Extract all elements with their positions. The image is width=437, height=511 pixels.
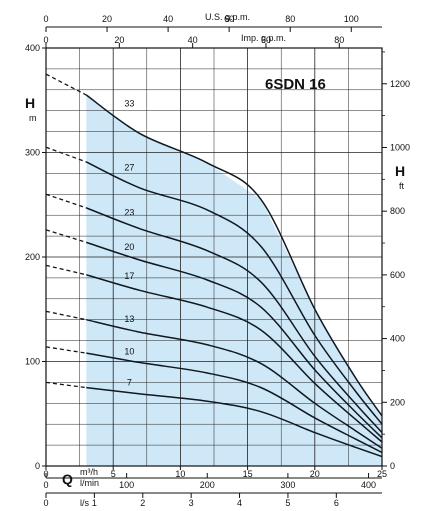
- imp-gpm-axis-label: Imp. g.p.m.: [241, 33, 286, 43]
- ls-tick-label: 6: [334, 498, 339, 508]
- curve-label-27: 27: [124, 162, 134, 172]
- curve-dashed-17: [45, 264, 87, 276]
- curve-label-20: 20: [124, 242, 134, 252]
- us-gpm-tick-label: 60: [224, 14, 234, 24]
- h-ft-tick-label: 400: [390, 334, 405, 344]
- m3h-tick-label: 20: [310, 469, 320, 479]
- curve-20: [86, 241, 383, 439]
- us-gpm-axis-label: U.S. g.p.m.: [205, 12, 250, 22]
- h-ft-tick-label: 1000: [390, 142, 410, 152]
- h-ft-tick-label: 800: [390, 206, 405, 216]
- ls-tick-label: 1: [92, 498, 97, 508]
- ls-tick-label: 2: [140, 498, 145, 508]
- curve-label-23: 23: [124, 207, 134, 217]
- imp-gpm-tick-label: 60: [261, 35, 271, 45]
- m3h-tick-label: 15: [243, 469, 253, 479]
- h-ft-tick-label: 0: [390, 461, 395, 471]
- lmin-tick-label: 200: [200, 480, 215, 490]
- curve-label-33: 33: [124, 99, 134, 109]
- curve-10: [86, 352, 383, 454]
- curve-dashed-13: [45, 310, 87, 321]
- curve-dashed-27: [45, 146, 87, 163]
- h-m-unit: m: [29, 113, 37, 123]
- us-gpm-tick-label: 40: [163, 14, 173, 24]
- operating-region-layer: [86, 95, 382, 467]
- us-gpm-tick-label: 80: [285, 14, 295, 24]
- grid-layer: [45, 47, 383, 467]
- curve-label-7: 7: [127, 378, 132, 388]
- ls-tick-label: 4: [237, 498, 242, 508]
- curve-dashed-20: [45, 229, 87, 243]
- curve-label-17: 17: [124, 271, 134, 281]
- curve-dashed-33: [45, 73, 87, 96]
- h-ft-tick-label: 1200: [390, 79, 410, 89]
- h-m-tick-label: 400: [25, 43, 40, 53]
- curve-label-13: 13: [124, 314, 134, 324]
- lmin-axis-label: l/min: [80, 478, 99, 488]
- imp-gpm-tick-label: 40: [188, 35, 198, 45]
- h-m-tick-label: 300: [25, 148, 40, 158]
- ls-axis-label: l/s: [80, 498, 90, 508]
- ls-tick-label: 0: [43, 498, 48, 508]
- h-m-tick-label: 0: [35, 461, 40, 471]
- curve-17: [86, 274, 383, 443]
- imp-gpm-tick-label: 80: [334, 35, 344, 45]
- curve-layer: 33 27 23 20 17 13 10 7: [45, 73, 383, 458]
- h-m-tick-label: 200: [25, 252, 40, 262]
- m3h-tick-label: 25: [377, 469, 387, 479]
- h-m-axis-label: H: [25, 95, 35, 111]
- h-ft-tick-label: 600: [390, 270, 405, 280]
- curve-33: [85, 94, 383, 417]
- chart-title: 6SDN 16: [265, 76, 326, 93]
- lmin-tick-label: 400: [361, 480, 376, 490]
- curve-dashed-7: [45, 381, 87, 389]
- lmin-tick-label: 100: [119, 480, 134, 490]
- m3h-tick-label: 5: [111, 469, 116, 479]
- curve-27: [85, 161, 383, 425]
- q-axis-symbol: Q: [62, 471, 73, 487]
- lmin-tick-label: 0: [43, 480, 48, 490]
- h-ft-unit: ft: [399, 181, 405, 191]
- curve-23: [86, 207, 383, 434]
- h-m-tick-label: 100: [25, 357, 40, 367]
- us-gpm-tick-label: 0: [43, 14, 48, 24]
- curve-label-10: 10: [124, 346, 134, 356]
- imp-gpm-tick-label: 20: [114, 35, 124, 45]
- m3h-axis-label: m³/h: [80, 467, 98, 477]
- operating-region: [86, 95, 382, 467]
- ls-tick-label: 3: [189, 498, 194, 508]
- imp-gpm-tick-label: 0: [43, 35, 48, 45]
- curve-13: [86, 318, 383, 449]
- curve-dashed-10: [45, 346, 87, 354]
- h-ft-tick-label: 200: [390, 397, 405, 407]
- us-gpm-tick-label: 20: [102, 14, 112, 24]
- curve-dashed-23: [45, 193, 87, 209]
- lmin-tick-label: 300: [280, 480, 295, 490]
- h-ft-axis-label: H: [395, 163, 405, 179]
- m3h-tick-label: 10: [175, 469, 185, 479]
- us-gpm-tick-label: 100: [344, 14, 359, 24]
- curve-7: [86, 386, 383, 458]
- ls-tick-label: 5: [285, 498, 290, 508]
